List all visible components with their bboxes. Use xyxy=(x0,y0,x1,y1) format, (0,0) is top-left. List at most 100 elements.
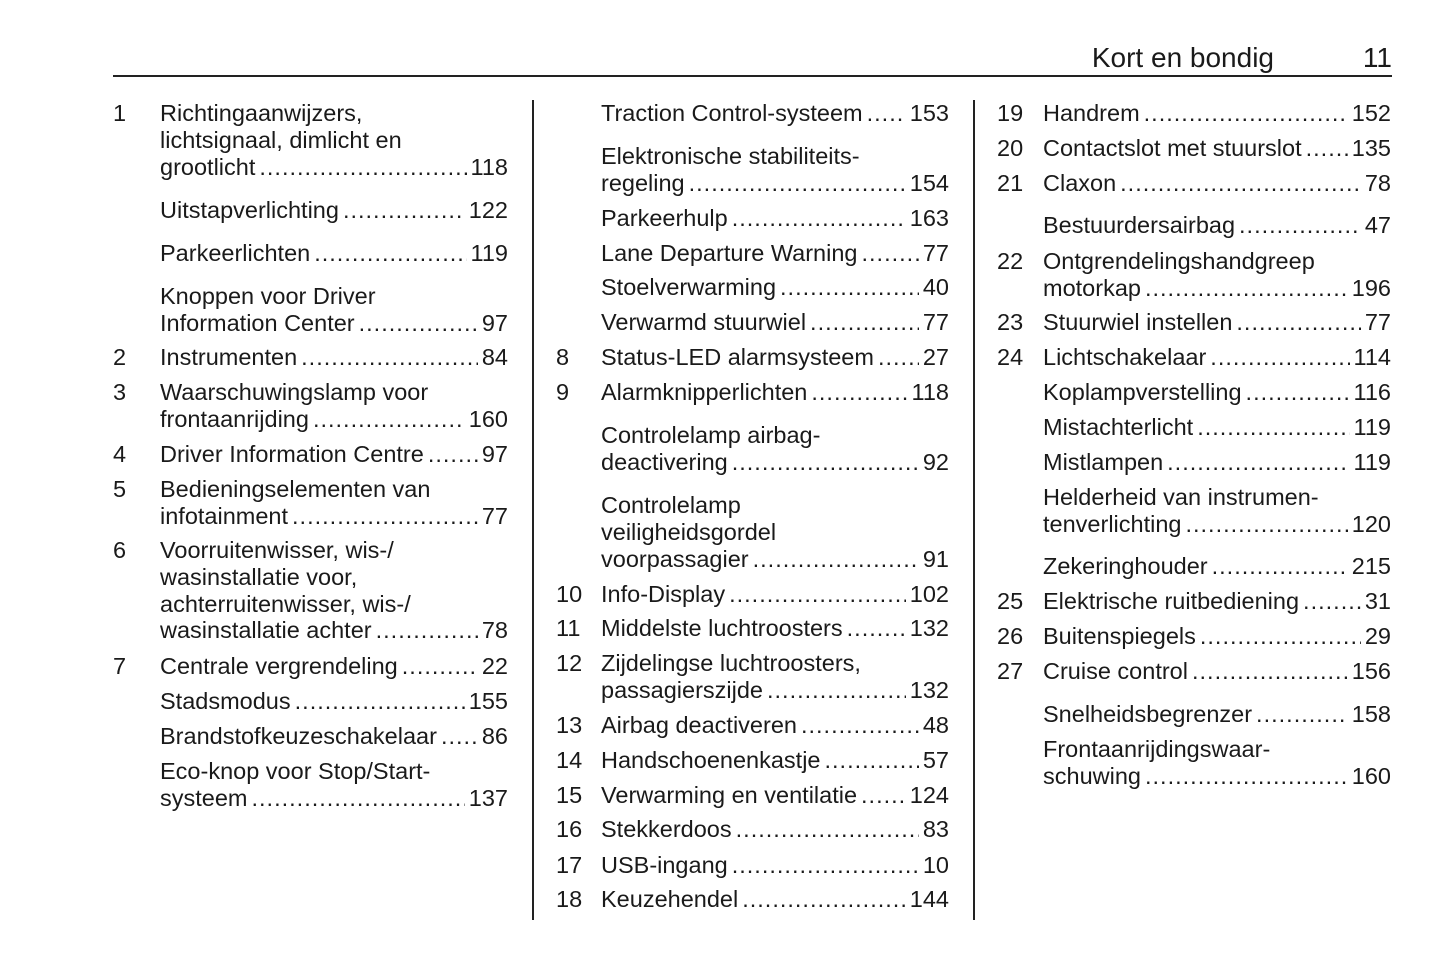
entry-page-link[interactable]: 57 xyxy=(922,747,949,773)
dot-leader xyxy=(780,274,919,301)
entry-label: schuwing xyxy=(1043,762,1141,789)
entry-page-link[interactable]: 156 xyxy=(1351,658,1391,684)
entry-page-link[interactable]: 215 xyxy=(1351,553,1391,579)
entry-page-link[interactable]: 119 xyxy=(1353,414,1391,440)
index-entry: 19 Handrem 152 xyxy=(997,100,1391,127)
index-entry: Traction Control-systeem 153 xyxy=(601,100,949,127)
entry-page-link[interactable]: 124 xyxy=(909,782,949,808)
entry-number: 2 xyxy=(113,344,127,370)
entry-page-link[interactable]: 196 xyxy=(1351,274,1391,301)
dot-leader xyxy=(689,170,906,197)
dot-leader xyxy=(810,309,919,336)
entry-label: Controlelamp xyxy=(601,492,741,518)
dot-leader xyxy=(428,441,478,468)
entry-label: Elektronische stabiliteits- xyxy=(601,143,860,169)
entry-label: Bedieningselementen van xyxy=(160,476,431,502)
entry-page-link[interactable]: 154 xyxy=(909,169,949,196)
entry-page-link[interactable]: 132 xyxy=(909,676,949,703)
entry-page-link[interactable]: 77 xyxy=(922,309,949,335)
entry-page-link[interactable]: 122 xyxy=(468,197,508,223)
entry-label: Stadsmodus xyxy=(160,688,291,714)
entry-page-link[interactable]: 78 xyxy=(481,617,508,644)
entry-label: Mistlampen xyxy=(1043,449,1164,475)
dot-leader xyxy=(861,240,918,267)
index-entry: 6 Voorruitenwisser, wis-/wasinstallatie v… xyxy=(113,537,508,644)
entry-label: Stekkerdoos xyxy=(601,816,732,842)
entry-page-link[interactable]: 119 xyxy=(470,240,508,266)
dot-leader xyxy=(1256,701,1348,728)
dot-leader xyxy=(753,546,919,573)
entry-page-link[interactable]: 77 xyxy=(1364,309,1391,335)
dot-leader xyxy=(376,617,478,644)
entry-page-link[interactable]: 29 xyxy=(1364,623,1391,649)
dot-leader xyxy=(1167,449,1349,476)
index-entry: 10 Info-Display 102 xyxy=(556,581,949,608)
entry-page-link[interactable]: 97 xyxy=(481,309,508,336)
entry-page-link[interactable]: 92 xyxy=(922,448,949,475)
entry-page-link[interactable]: 97 xyxy=(481,441,508,467)
dot-leader xyxy=(1246,379,1350,406)
entry-page-link[interactable]: 84 xyxy=(481,344,508,370)
entry-page-link[interactable]: 132 xyxy=(909,615,949,641)
entry-page-link[interactable]: 83 xyxy=(922,816,949,842)
index-entry: Bestuurdersairbag 47 xyxy=(1043,212,1391,239)
entry-page-link[interactable]: 118 xyxy=(470,153,508,180)
entry-number: 27 xyxy=(997,658,1024,684)
entry-page-link[interactable]: 10 xyxy=(922,852,949,878)
entry-page-link[interactable]: 27 xyxy=(922,344,949,370)
entry-page-link[interactable]: 137 xyxy=(468,784,508,811)
index-entry: Helderheid van instrumen-tenverlichting 1… xyxy=(1043,484,1391,538)
entry-page-link[interactable]: 77 xyxy=(922,240,949,266)
index-entry: Parkeerlichten 119 xyxy=(160,240,508,267)
dot-leader xyxy=(732,449,919,476)
dot-leader xyxy=(1120,170,1361,197)
entry-page-link[interactable]: 91 xyxy=(922,545,949,572)
entry-page-link[interactable]: 47 xyxy=(1364,212,1391,238)
entry-page-link[interactable]: 40 xyxy=(922,274,949,300)
column-divider xyxy=(532,100,534,920)
entry-page-link[interactable]: 77 xyxy=(481,502,508,529)
entry-page-link[interactable]: 22 xyxy=(481,653,508,679)
entry-label: Middelste luchtroosters xyxy=(601,615,843,641)
section-title: Kort en bondig xyxy=(1091,42,1274,73)
index-entry: 21 Claxon 78 xyxy=(997,170,1391,197)
entry-label: Zijdelingse luchtroosters, xyxy=(601,650,861,676)
entry-page-link[interactable]: 153 xyxy=(909,100,949,126)
index-entry: 27 Cruise control 156 xyxy=(997,658,1391,685)
entry-page-link[interactable]: 160 xyxy=(1351,762,1391,789)
entry-page-link[interactable]: 119 xyxy=(1353,449,1391,475)
entry-label: achterruitenwisser, wis-/ xyxy=(160,590,411,617)
entry-label: infotainment xyxy=(160,502,289,529)
index-entry: Frontaanrijdingswaar-schuwing 160 xyxy=(1043,736,1391,790)
entry-page-link[interactable]: 102 xyxy=(909,581,949,607)
index-entry: 1 Richtingaanwijzers, lichtsignaal, dimlic… xyxy=(113,100,508,180)
entry-page-link[interactable]: 48 xyxy=(922,712,949,738)
entry-page-link[interactable]: 78 xyxy=(1364,170,1391,196)
dot-leader xyxy=(878,344,919,371)
page-number: 11 xyxy=(1362,42,1392,73)
entry-label: Zekeringhouder xyxy=(1043,553,1208,579)
dot-leader xyxy=(1185,511,1347,538)
entry-page-link[interactable]: 163 xyxy=(909,205,949,231)
entry-label: Knoppen voor Driver xyxy=(160,283,376,309)
entry-number: 13 xyxy=(556,712,583,738)
entry-page-link[interactable]: 160 xyxy=(468,405,508,432)
entry-page-link[interactable]: 144 xyxy=(909,886,949,912)
entry-page-link[interactable]: 31 xyxy=(1364,588,1391,614)
dot-leader xyxy=(1144,100,1348,127)
entry-page-link[interactable]: 120 xyxy=(1351,510,1391,537)
entry-page-link[interactable]: 158 xyxy=(1351,701,1391,727)
index-entry: 8 Status-LED alarmsysteem 27 xyxy=(556,344,949,371)
entry-page-link[interactable]: 135 xyxy=(1351,135,1391,161)
index-entry: 4 Driver Information Centre 97 xyxy=(113,441,508,468)
entry-label: voorpassagier xyxy=(601,545,749,572)
entry-page-link[interactable]: 155 xyxy=(468,688,508,714)
entry-number: 18 xyxy=(556,886,583,912)
entry-label: Voorruitenwisser, wis-/ xyxy=(160,537,394,563)
entry-page-link[interactable]: 114 xyxy=(1353,344,1391,370)
entry-page-link[interactable]: 152 xyxy=(1351,100,1391,126)
entry-page-link[interactable]: 86 xyxy=(481,723,508,749)
entry-page-link[interactable]: 116 xyxy=(1353,379,1391,405)
entry-page-link[interactable]: 118 xyxy=(911,379,949,405)
